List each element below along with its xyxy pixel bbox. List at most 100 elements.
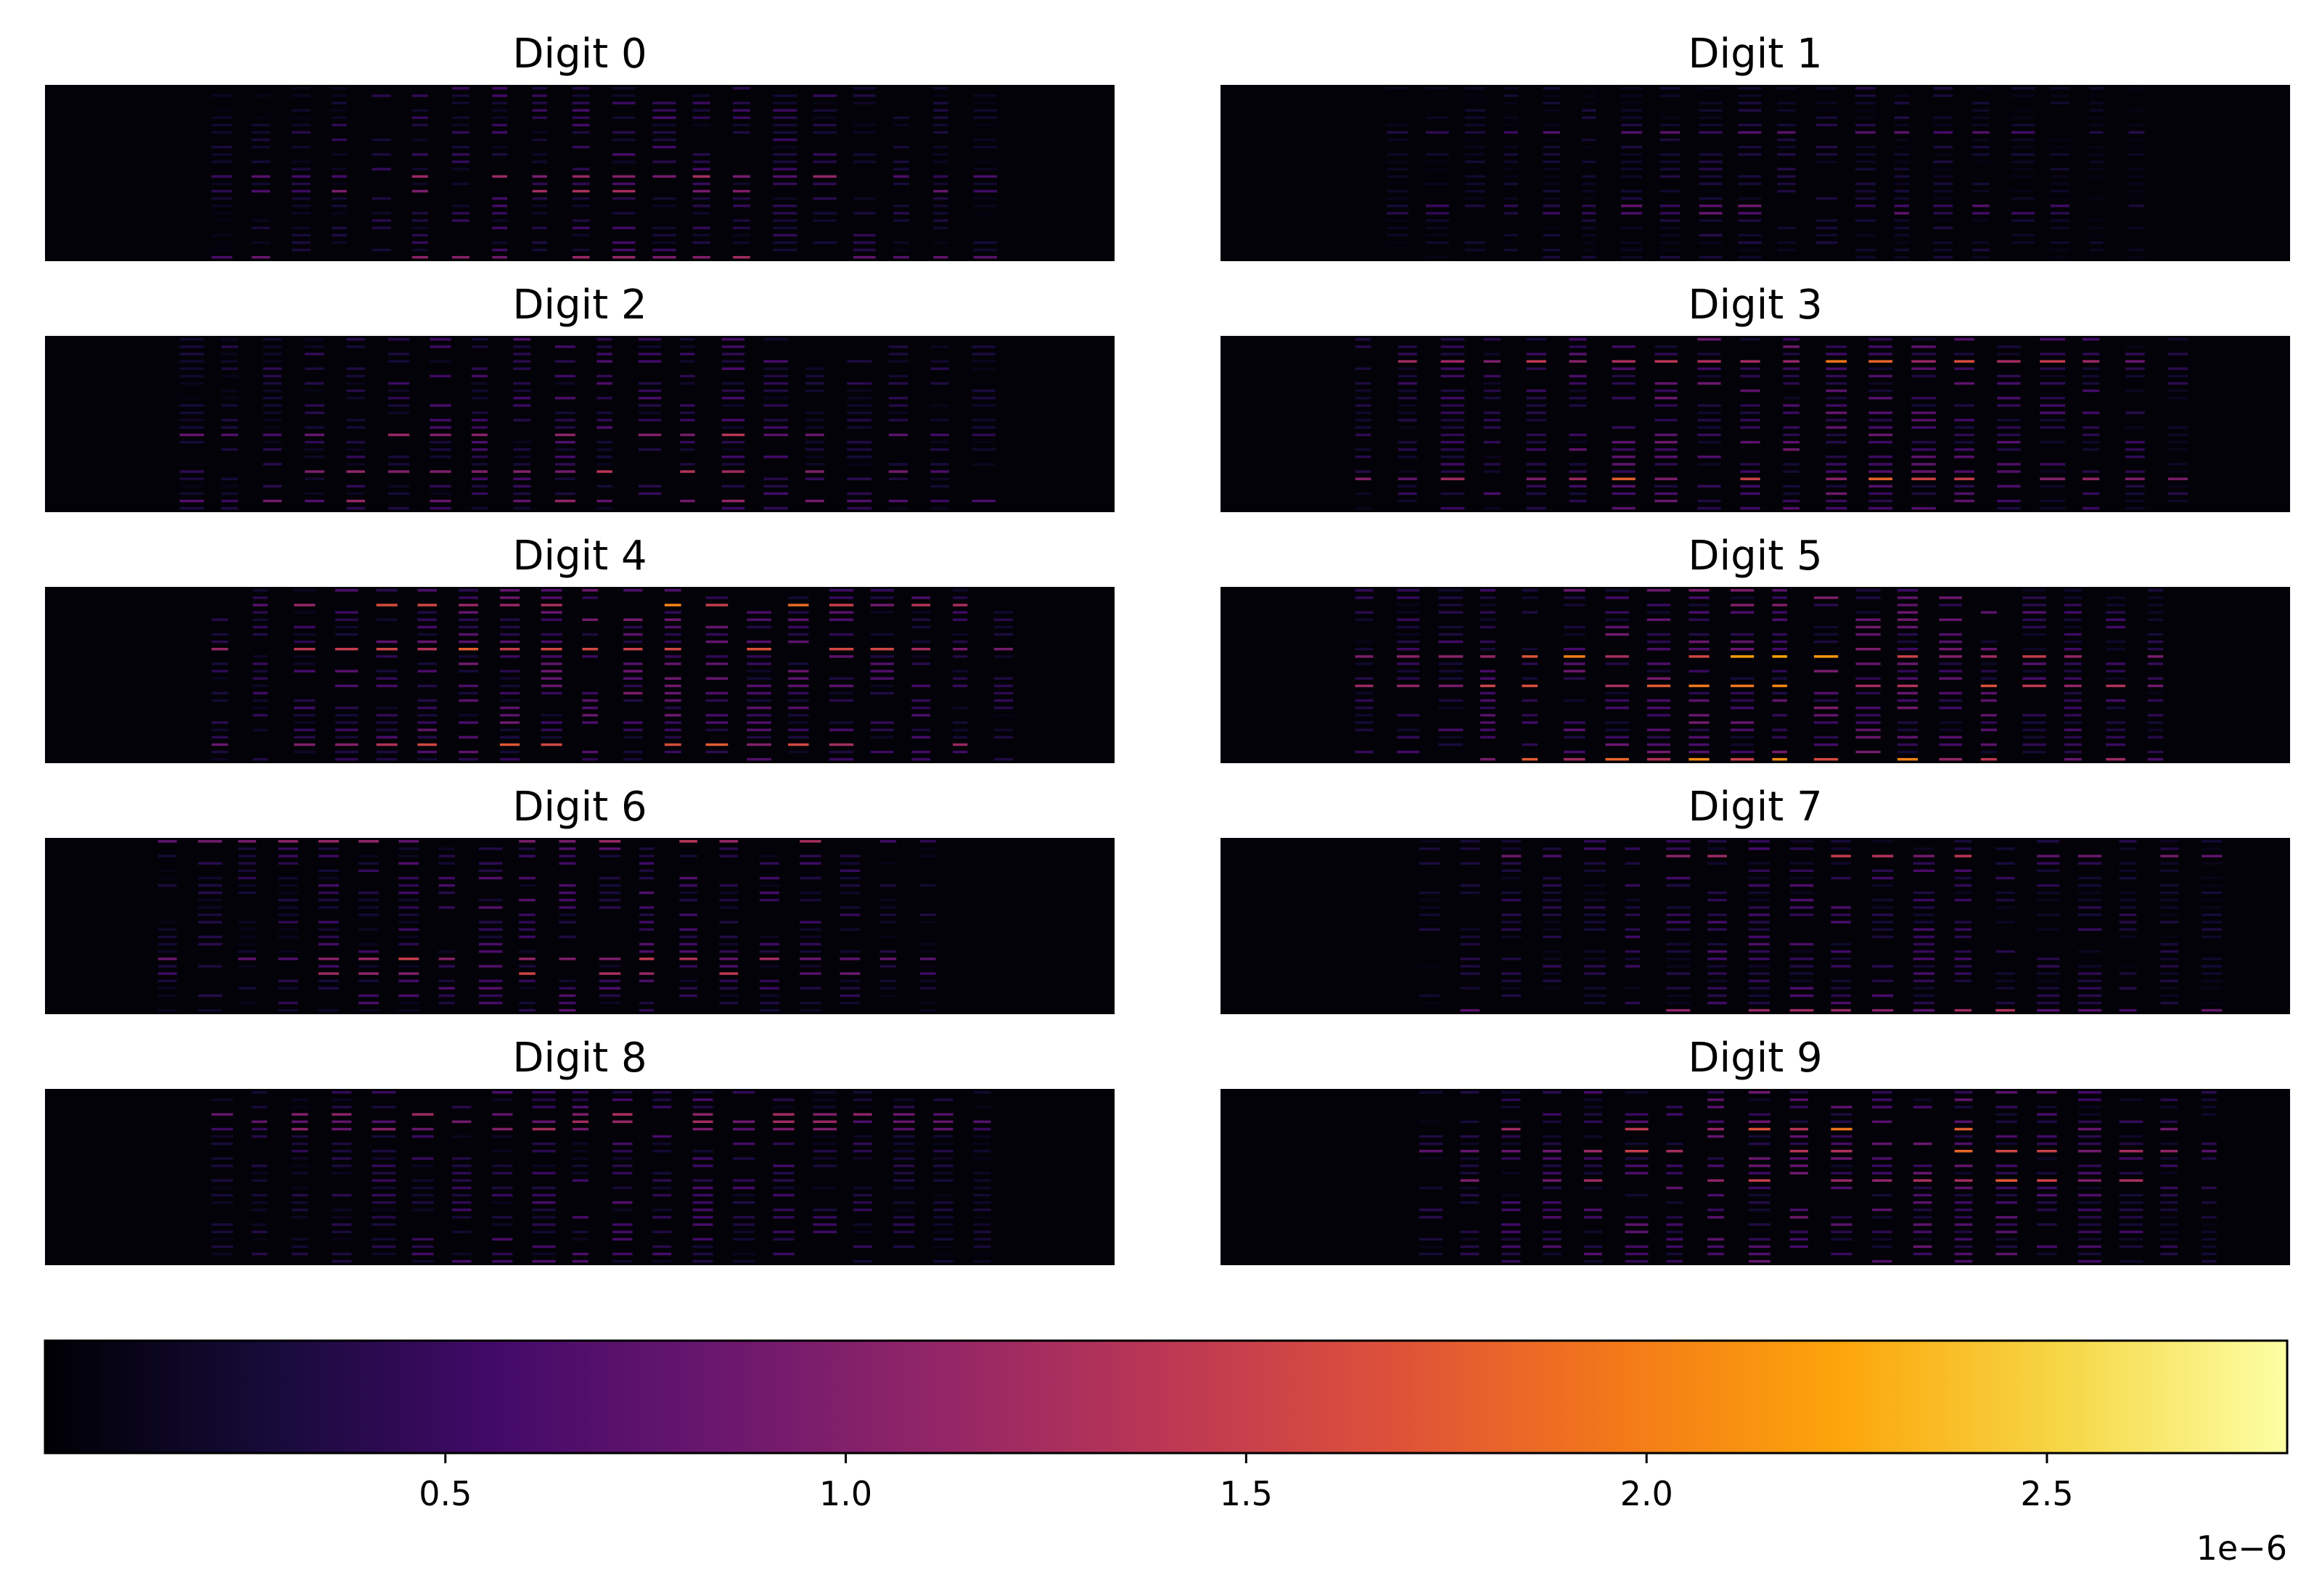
heatmap-cell [1894, 153, 1910, 156]
heatmap-cell [492, 255, 507, 259]
heatmap-cell [1740, 360, 1760, 363]
heatmap-cell [893, 1164, 915, 1167]
heatmap-cell [973, 1172, 991, 1175]
heatmap-cell [499, 728, 520, 731]
heatmap-cell [1748, 1238, 1771, 1241]
heatmap-cell [853, 1209, 872, 1212]
heatmap-cell [2202, 899, 2223, 902]
heatmap-cell [492, 1259, 513, 1263]
heatmap-cell [1426, 153, 1449, 156]
heatmap-cell [1582, 205, 1596, 207]
heatmap-cell [263, 404, 282, 407]
heatmap-cell [572, 87, 590, 90]
heatmap-cell [1783, 470, 1800, 473]
heatmap-cell [1783, 338, 1800, 341]
heatmap-cell [930, 345, 949, 348]
heatmap-cell [953, 618, 968, 621]
heatmap-cell [1621, 226, 1643, 229]
heatmap-cell [993, 684, 1013, 688]
heatmap-cell [679, 840, 697, 843]
heatmap-cell [1583, 958, 1607, 961]
heatmap-cell [747, 677, 771, 680]
heatmap-cell [1355, 477, 1371, 480]
heatmap-cell [2050, 241, 2069, 244]
heatmap-cell [318, 855, 340, 857]
heatmap-cell [1543, 131, 1560, 134]
heatmap-cell [1480, 611, 1496, 614]
heatmap-cell [1831, 1238, 1853, 1241]
heatmap-cell [1355, 411, 1371, 414]
heatmap-cell [1646, 611, 1670, 614]
heatmap-cell [2011, 87, 2035, 90]
heatmap-cell [532, 1230, 556, 1233]
heatmap-cell [318, 972, 340, 975]
heatmap-cell [346, 397, 365, 400]
heatmap-cell [1460, 972, 1480, 975]
heatmap-cell [1660, 153, 1681, 156]
heatmap-cell [721, 470, 745, 473]
heatmap-cell [1816, 116, 1838, 119]
heatmap-cell [1740, 367, 1760, 370]
heatmap-cell [2202, 1259, 2217, 1263]
heatmap-cell [911, 604, 931, 606]
heatmap-cell [1583, 1209, 1603, 1212]
heatmap-cell [847, 426, 872, 429]
heatmap-cell [1980, 677, 1997, 680]
heatmap-cell [2119, 1230, 2143, 1233]
heatmap-cell [1543, 950, 1562, 953]
heatmap-cell [652, 234, 676, 236]
heatmap-cell [1503, 153, 1518, 156]
heatmap-cell [2202, 862, 2223, 865]
heatmap-cell [2160, 855, 2179, 857]
heatmap-cell [1707, 840, 1727, 843]
heatmap-cell [893, 1113, 915, 1116]
heatmap-cell [1789, 1209, 1808, 1212]
heatmap-cell [933, 1127, 953, 1131]
heatmap-cell [1707, 1245, 1724, 1249]
heatmap-cell [1954, 1245, 1973, 1249]
heatmap-cell [930, 499, 949, 503]
heatmap-cell [211, 1193, 233, 1197]
heatmap-cell [1426, 160, 1449, 163]
heatmap-cell [2037, 1179, 2057, 1182]
heatmap-cell [358, 913, 380, 916]
heatmap-cell [211, 1113, 233, 1116]
heatmap-cell [1480, 707, 1496, 709]
heatmap-cell [1972, 109, 1990, 112]
heatmap-cell [1621, 168, 1643, 170]
heatmap-cell [1460, 1238, 1480, 1241]
heatmap-cell [1777, 109, 1796, 112]
heatmap-cell [1666, 950, 1691, 953]
heatmap-cell [2077, 972, 2102, 975]
heatmap-cell [411, 219, 428, 222]
heatmap-cell [305, 338, 324, 341]
heatmap-cell [541, 670, 562, 672]
heatmap-cell [398, 979, 419, 982]
heatmap-cell [478, 979, 503, 982]
heatmap-cell [253, 618, 268, 621]
heatmap-cell [559, 847, 576, 850]
heatmap-cell [1954, 360, 1974, 363]
heatmap-cell [1543, 979, 1562, 982]
heatmap-cell [1855, 205, 1876, 207]
heatmap-cell [933, 1172, 953, 1175]
heatmap-cell [1954, 1238, 1973, 1241]
heatmap-cell [2147, 655, 2164, 658]
heatmap-cell [1621, 160, 1643, 163]
heatmap-cell [1419, 913, 1440, 916]
heatmap-cell [1826, 397, 1847, 400]
heatmap-cell [1543, 1252, 1562, 1256]
heatmap-cell [1933, 131, 1953, 134]
heatmap-cell [2168, 397, 2188, 400]
heatmap-cell [1612, 345, 1636, 348]
heatmap-cell [1526, 353, 1546, 355]
heatmap-cell [492, 1172, 513, 1175]
heatmap-cell [211, 1238, 233, 1241]
heatmap-cell [332, 1252, 352, 1256]
heatmap-cell [2128, 138, 2145, 141]
heatmap-cell [179, 345, 205, 348]
heatmap-cell [1397, 604, 1420, 606]
heatmap-cell [1783, 382, 1800, 385]
heatmap-cell [1666, 1186, 1683, 1190]
heatmap-cell [692, 160, 710, 163]
